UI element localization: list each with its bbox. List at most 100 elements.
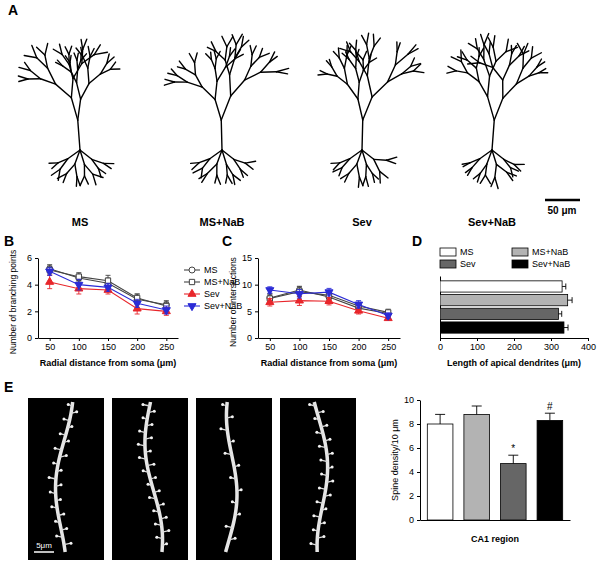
- dendrite-segment: [480, 63, 493, 68]
- axis: 0246810: [404, 395, 421, 525]
- dendrite-segment: [495, 164, 497, 177]
- dendrite-segment: [199, 159, 210, 163]
- error-bar: [76, 273, 81, 281]
- panel-label: C: [222, 233, 232, 249]
- spine-head: [69, 542, 72, 545]
- axis: 051015: [242, 253, 259, 343]
- tick-mark: [477, 338, 478, 341]
- marker: [162, 308, 170, 315]
- dendrite-segment: [276, 68, 288, 71]
- dendrite: [314, 402, 327, 552]
- tick-mark: [514, 338, 515, 341]
- neuron-tracing: [18, 39, 119, 186]
- spine-head: [165, 542, 168, 545]
- dendrite-segment: [18, 76, 28, 79]
- dendrite-segment: [25, 62, 31, 70]
- spine-image: [280, 398, 356, 560]
- spine-head: [148, 496, 151, 499]
- dendrite-segment: [107, 57, 114, 63]
- dendrite-segment: [456, 71, 467, 73]
- dendrite-segment: [463, 163, 470, 167]
- dendrite-segment: [51, 169, 60, 175]
- dendrite-segment: [194, 63, 196, 75]
- marker: [355, 302, 363, 309]
- dendrite-segment: [215, 100, 221, 121]
- tick-mark: [388, 338, 389, 341]
- dendrite-segment: [502, 80, 504, 98]
- dendrite-segment: [71, 98, 77, 120]
- axis-title: Spine density/10 μm: [390, 419, 400, 501]
- marker: [133, 301, 141, 308]
- dendrite-segment: [78, 60, 81, 69]
- panel-label: E: [4, 379, 13, 395]
- dendrite-segment: [476, 39, 478, 49]
- spine-image: [196, 398, 272, 560]
- dendrite-segment: [461, 62, 467, 73]
- spine-head: [149, 449, 152, 452]
- dendrite-segment: [447, 71, 456, 73]
- tick-label: 100: [470, 342, 485, 352]
- series-line: [50, 270, 167, 306]
- tick-mark: [35, 311, 38, 312]
- axis-line: [258, 259, 259, 339]
- plot-area: [440, 281, 572, 333]
- spine-head: [316, 500, 319, 503]
- tick-label: 0: [438, 342, 443, 352]
- legend-item: Sev+NaB: [512, 259, 570, 269]
- tick-mark: [35, 338, 38, 339]
- spine-head: [322, 410, 325, 413]
- spine-head: [153, 410, 156, 413]
- legend-swatch: [512, 248, 528, 256]
- spine-head: [65, 527, 68, 530]
- spine-head: [328, 438, 331, 441]
- spine-head: [154, 476, 157, 479]
- dendrite-segment: [491, 177, 495, 186]
- dendrite-segment: [215, 59, 216, 69]
- dendrite-segment: [504, 159, 511, 167]
- dendrite-segment: [81, 47, 83, 56]
- marker: [104, 285, 112, 292]
- tick-mark: [417, 424, 420, 425]
- spine-head: [162, 503, 165, 506]
- marker: [266, 298, 274, 305]
- dendrite-segment: [245, 163, 253, 169]
- dendrite-segment: [251, 57, 259, 66]
- tick-mark: [137, 338, 138, 341]
- dendrite-segment: [76, 177, 78, 186]
- dendrite-segment: [216, 51, 225, 60]
- dendrite-segment: [28, 78, 41, 80]
- tick-mark: [417, 400, 420, 401]
- spine-head: [152, 509, 155, 512]
- dendrite-segment: [361, 120, 363, 150]
- tick: 400: [581, 338, 596, 352]
- dendrite-segment: [408, 49, 418, 55]
- spine-head: [312, 528, 315, 531]
- dendrite-segment: [80, 176, 84, 185]
- dendrite-segment: [77, 177, 80, 186]
- tick: 10: [404, 395, 420, 405]
- dendrite-segment: [68, 150, 80, 159]
- legend-label: MS: [460, 247, 474, 257]
- dendrite-segment: [227, 37, 233, 47]
- axis-line: [420, 401, 421, 521]
- error-bar: [472, 406, 482, 414]
- tick-mark: [79, 338, 80, 341]
- spine-head: [231, 415, 234, 418]
- axis-title: Number of branching points: [8, 250, 18, 354]
- tick: 4: [409, 467, 420, 477]
- tick-mark: [166, 338, 167, 341]
- dendrite-segment: [67, 164, 75, 173]
- dendrite-segment: [81, 84, 89, 99]
- legend-marker: [189, 267, 195, 273]
- dendrite-segment: [531, 47, 532, 58]
- spine-head: [318, 486, 321, 489]
- tick: 250: [381, 338, 396, 352]
- dendrite-segment: [372, 82, 387, 97]
- spine-head: [59, 432, 62, 435]
- dendrite-segment: [495, 177, 498, 188]
- axis-title: Number of intersections: [228, 257, 238, 347]
- spine-head: [55, 534, 58, 537]
- legend-marker: [188, 304, 196, 311]
- dendrite-segment: [94, 52, 107, 54]
- dendrite-segment: [75, 164, 77, 177]
